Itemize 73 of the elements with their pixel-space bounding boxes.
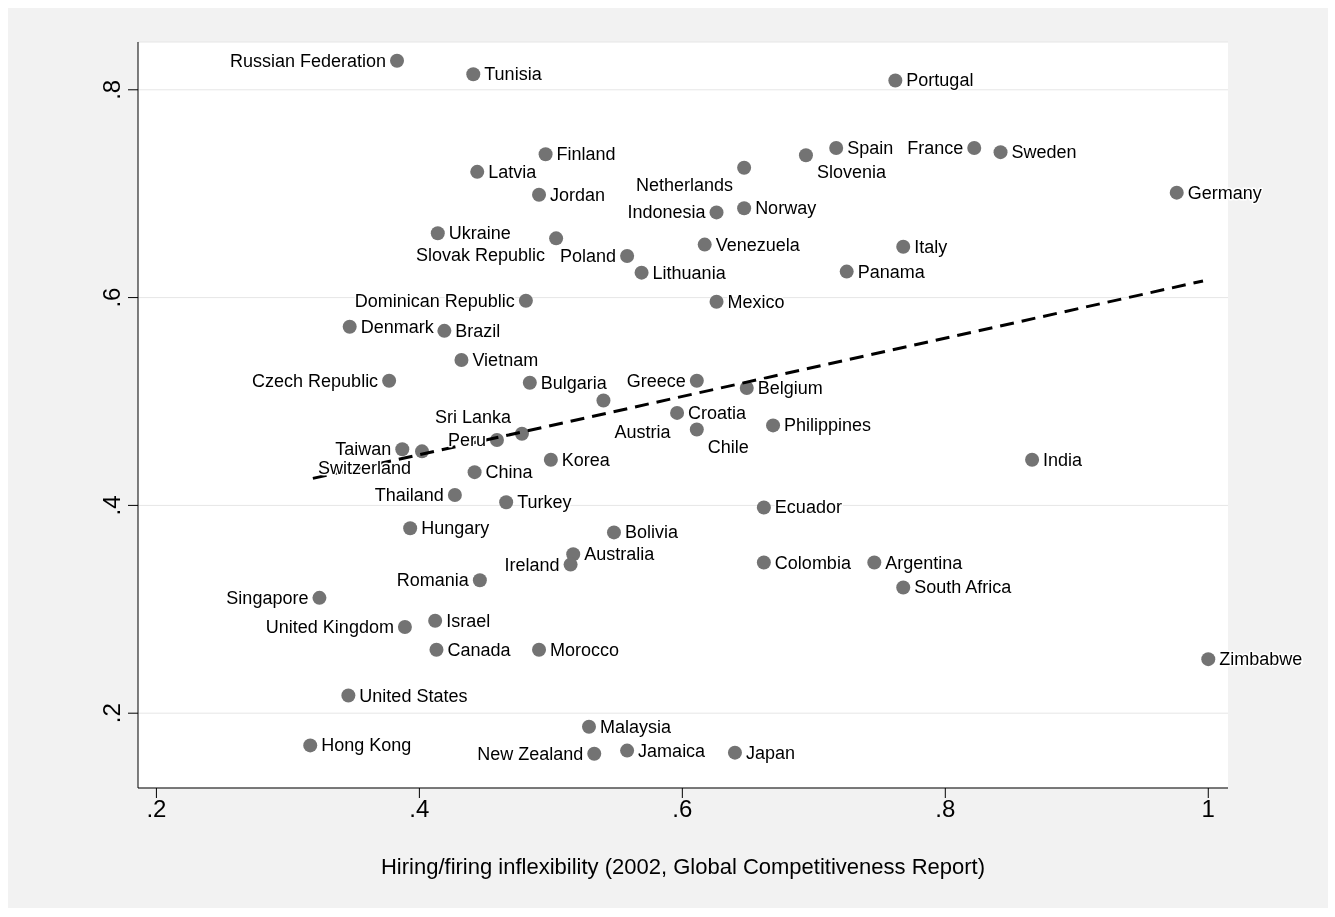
data-label: Denmark [360, 316, 435, 337]
data-label: France [907, 137, 964, 158]
data-label: Ukraine [448, 223, 511, 244]
data-label: Finland [556, 144, 616, 165]
data-label: Malaysia [599, 716, 672, 737]
data-label: Venezuela [715, 234, 801, 255]
y-tick-label: .4 [98, 495, 125, 516]
y-tick-label: .2 [98, 703, 125, 724]
data-label: Poland [560, 246, 617, 267]
y-tick-label: .6 [98, 287, 125, 308]
data-label: Sweden [1011, 142, 1077, 163]
x-tick-label: .2 [146, 795, 167, 823]
data-label: Spain [847, 137, 894, 158]
data-label: Bolivia [624, 522, 679, 543]
data-label: Czech Republic [252, 370, 379, 391]
x-tick-label: 1 [1201, 795, 1215, 823]
data-label: South Africa [914, 577, 1013, 598]
data-label: Norway [755, 198, 817, 219]
data-label: Ireland [504, 554, 560, 575]
data-label: Australia [584, 544, 656, 565]
data-label: Hungary [421, 518, 490, 539]
data-label: Croatia [688, 402, 748, 423]
x-tick-label: .4 [409, 795, 430, 823]
data-label: Lithuania [652, 262, 727, 283]
x-tick-label: .8 [935, 795, 956, 823]
data-label: Ecuador [774, 497, 842, 518]
data-label: Argentina [885, 552, 964, 573]
data-label: India [1043, 449, 1084, 470]
data-label: Dominican Republic [354, 290, 515, 311]
data-label: Germany [1187, 182, 1262, 203]
data-label: Netherlands [636, 174, 734, 195]
data-label: Hong Kong [321, 735, 412, 756]
data-label: Panama [857, 261, 926, 282]
data-label: Indonesia [627, 202, 707, 223]
data-label: Greece [626, 370, 686, 391]
data-label: Belgium [757, 377, 823, 398]
x-tick-label: .6 [672, 795, 693, 823]
data-label: Slovenia [816, 162, 887, 183]
data-label: Portugal [906, 70, 974, 91]
data-label: Israel [446, 610, 491, 631]
data-label: Singapore [226, 587, 309, 608]
data-label: Colombia [774, 552, 852, 573]
data-label: Bulgaria [540, 372, 608, 393]
data-label: United Kingdom [265, 616, 394, 637]
data-label: Korea [561, 449, 611, 470]
data-label: Tunisia [484, 64, 543, 85]
x-axis-title: Hiring/firing inflexibility (2002, Global Competitiveness Report) [380, 854, 986, 879]
data-label: Romania [396, 570, 470, 591]
data-label: Slovak Republic [416, 245, 546, 266]
data-label: Taiwan [335, 439, 392, 460]
data-label: Jordan [550, 184, 606, 205]
data-label: Mexico [727, 291, 785, 312]
data-label: Chile [707, 436, 749, 457]
data-label: Thailand [374, 485, 444, 505]
data-label: Sri Lanka [434, 406, 512, 427]
data-label: Japan [745, 742, 795, 763]
data-label: Zimbabwe [1219, 649, 1303, 670]
data-label: Austria [614, 422, 672, 443]
data-label: New Zealand [477, 743, 584, 764]
data-label: Turkey [517, 492, 572, 513]
data-label: Morocco [550, 639, 620, 660]
data-label: Jamaica [638, 740, 707, 761]
data-label: Russian Federation [229, 50, 387, 71]
data-label: Italy [914, 236, 948, 257]
data-label: Peru [447, 429, 486, 450]
y-tick-label: .8 [98, 79, 125, 100]
data-label: Canada [447, 639, 512, 660]
data-label: Brazil [455, 320, 501, 341]
data-label: Vietnam [472, 349, 539, 370]
data-label: Latvia [488, 161, 538, 182]
data-label: United States [359, 685, 468, 706]
data-label: Philippines [784, 415, 872, 436]
data-label: China [485, 462, 534, 483]
